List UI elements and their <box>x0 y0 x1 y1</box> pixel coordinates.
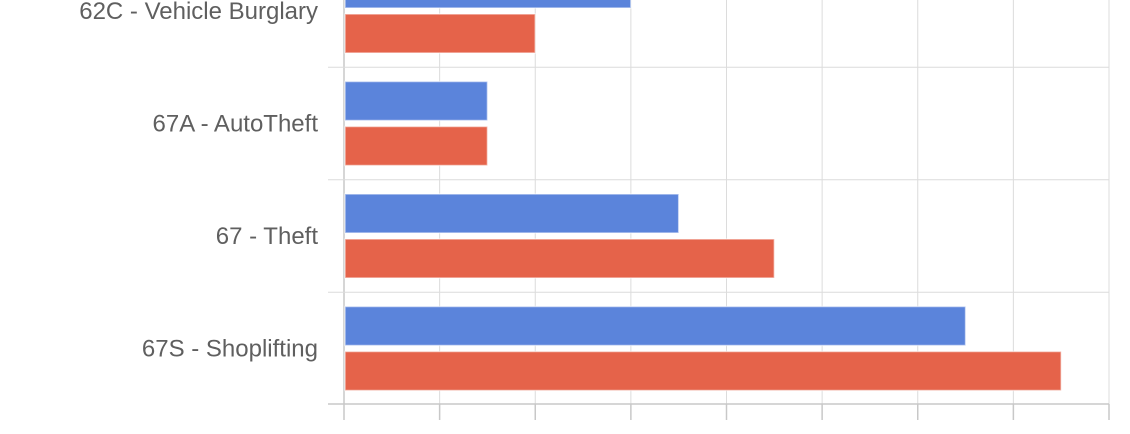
bar-layer <box>344 0 1062 392</box>
bar-series-1 <box>344 193 680 234</box>
bar-series-2 <box>344 238 776 279</box>
bar-series-2 <box>344 125 489 167</box>
category-labels: 62C - Vehicle Burglary 67A - AutoTheft 67 … <box>79 0 318 363</box>
bar-series-1 <box>344 80 489 122</box>
bar-series-1 <box>344 0 632 9</box>
axis-layer <box>328 403 1110 420</box>
category-label: 62C - Vehicle Burglary <box>79 0 318 25</box>
grid-layer <box>328 0 1110 404</box>
bar-series-2 <box>344 350 1062 392</box>
bar-series-1 <box>344 305 967 347</box>
category-label: 67A - AutoTheft <box>153 111 319 138</box>
category-label: 67S - Shoplifting <box>142 336 318 363</box>
category-label: 67 - Theft <box>216 223 319 250</box>
bar-series-2 <box>344 13 536 54</box>
